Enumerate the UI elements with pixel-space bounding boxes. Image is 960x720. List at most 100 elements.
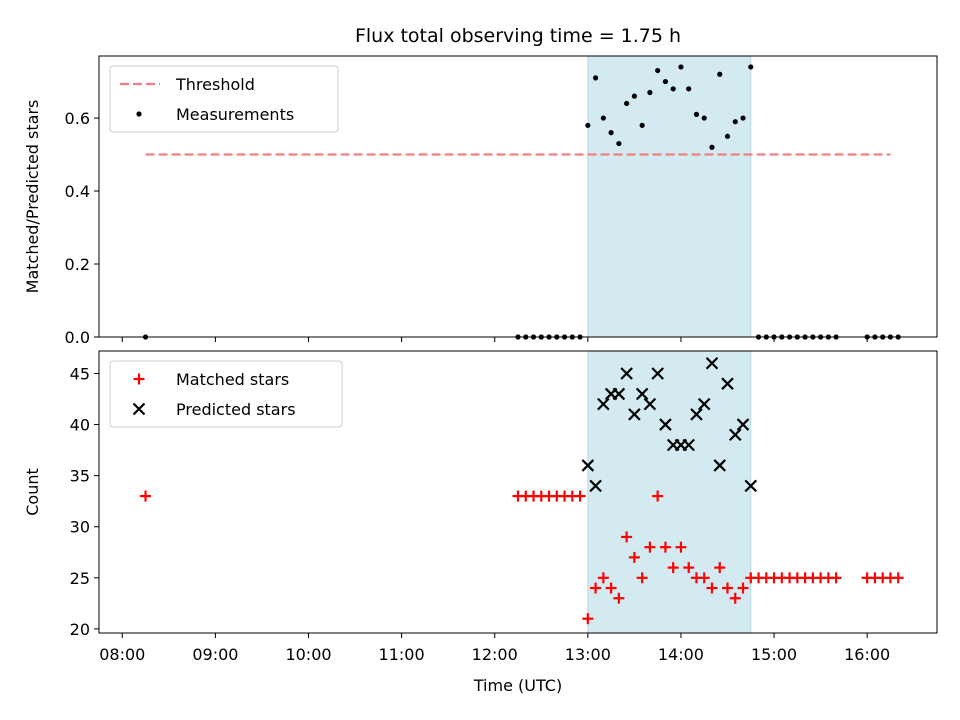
matched-star-point xyxy=(659,541,671,553)
legend-label: Matched stars xyxy=(176,370,289,389)
matched-star-point xyxy=(706,582,718,594)
predicted-star-point-stroke xyxy=(697,397,711,411)
matched-star-point xyxy=(140,490,152,502)
y-tick-label: 0.2 xyxy=(65,255,90,274)
predicted-star-point-stroke xyxy=(628,408,641,421)
x-tick-label: 16:00 xyxy=(844,645,890,664)
matched-star-point xyxy=(636,572,648,584)
legend-label: Threshold xyxy=(175,75,255,94)
x-tick-label: 12:00 xyxy=(472,645,518,664)
measurement-point xyxy=(624,100,630,107)
predicted-star-point-stroke xyxy=(690,408,703,421)
measurement-point xyxy=(732,119,738,125)
legend-box xyxy=(109,360,343,428)
matched-star-point xyxy=(621,531,633,543)
y-tick-label: 45 xyxy=(70,364,90,383)
y-tick-label: 40 xyxy=(70,416,90,435)
predicted-star-point xyxy=(728,428,742,442)
x-axis-ticks-top xyxy=(121,337,868,342)
matched-star-point xyxy=(729,592,741,604)
matched-star-point xyxy=(667,562,679,574)
matched-star-point xyxy=(582,613,594,625)
legend-count: Matched stars Predicted stars xyxy=(109,360,343,428)
matched-star-point xyxy=(628,551,640,563)
matched-star-point xyxy=(714,562,726,574)
y-axis-count: 20 25 30 35 40 45 xyxy=(70,364,99,639)
measurement-point xyxy=(678,64,684,70)
predicted-star-point xyxy=(581,459,595,472)
y-tick-label: 35 xyxy=(70,467,90,486)
measurement-point xyxy=(717,71,723,77)
predicted-star-point-stroke xyxy=(589,479,602,493)
y-tick-label: 25 xyxy=(70,569,90,588)
predicted-star-point xyxy=(651,367,664,380)
axes-frame-ratio xyxy=(98,55,938,338)
measurement-point xyxy=(662,78,669,85)
measurement-point xyxy=(748,64,754,70)
predicted-star-point xyxy=(597,397,610,411)
predicted-star-point xyxy=(744,479,758,493)
measurement-point xyxy=(701,115,707,121)
measurement-point xyxy=(709,144,715,150)
predicted-star-point-stroke xyxy=(581,459,595,472)
legend-label: Predicted stars xyxy=(176,400,296,419)
matched-star-point xyxy=(830,572,842,584)
measurement-point xyxy=(639,122,645,128)
predicted-star-point-stroke xyxy=(620,367,633,380)
predicted-star-point xyxy=(697,397,711,411)
predicted-star-point-stroke xyxy=(736,418,750,431)
measurement-point xyxy=(600,115,606,121)
measurement-point xyxy=(608,130,614,136)
matched-star-point xyxy=(590,582,602,594)
predicted-star-point xyxy=(612,387,626,401)
predicted-star-point-stroke xyxy=(597,397,610,411)
matched-star-point xyxy=(597,572,609,584)
predicted-star-point xyxy=(705,356,719,370)
matched-star-point xyxy=(675,541,687,553)
x-tick-label: 14:00 xyxy=(658,645,704,664)
panel-counts: 20 25 30 35 40 45 08:00 09:00 10:00 11:00 12:00 13… xyxy=(23,350,938,664)
legend-label: Measurements xyxy=(176,105,294,124)
predicted-star-point-stroke xyxy=(744,479,758,493)
observing-window-shade xyxy=(587,55,752,338)
predicted-star-point xyxy=(682,438,695,452)
y-tick-label: 30 xyxy=(70,518,90,537)
predicted-star-point xyxy=(713,459,727,472)
measurement-point xyxy=(655,67,661,74)
predicted-star-point xyxy=(620,367,633,380)
matched-star-point xyxy=(722,582,733,594)
matched-star-point xyxy=(605,582,617,594)
matched-star-point xyxy=(698,572,710,584)
chart-title: Flux total observing time = 1.75 h xyxy=(355,25,681,47)
predicted-star-point-stroke xyxy=(721,377,734,390)
measurement-point xyxy=(693,111,700,117)
measurement-point xyxy=(592,75,599,81)
matched-star-point xyxy=(613,592,625,604)
y-axis-ratio: 0.0 0.2 0.4 0.6 xyxy=(65,109,99,347)
x-tick-label: 09:00 xyxy=(192,645,238,664)
measurement-point xyxy=(647,89,653,96)
panel-ratio: 0.0 0.2 0.4 0.6 Matched/Predicted stars Thr… xyxy=(23,55,938,347)
predicted-star-point-stroke xyxy=(651,367,664,380)
measurement-point xyxy=(740,115,746,121)
axes-frame-count xyxy=(98,350,938,634)
predicted-star-point-stroke xyxy=(643,397,657,411)
legend-cross-swatch-stroke xyxy=(132,402,146,416)
measurement-point xyxy=(686,86,692,92)
predicted-star-point-stroke xyxy=(728,428,742,442)
x-axis-label: Time (UTC) xyxy=(473,676,562,695)
matched-star-point xyxy=(683,562,695,574)
legend-ratio: Threshold Measurements xyxy=(109,65,339,133)
x-tick-label: 10:00 xyxy=(285,645,331,664)
measurement-point xyxy=(585,122,591,128)
plot-area-count xyxy=(140,356,904,625)
predicted-star-point xyxy=(721,377,734,390)
predicted-star-point-stroke xyxy=(705,356,719,370)
predicted-star-point xyxy=(635,387,649,401)
legend-box xyxy=(109,65,339,133)
x-tick-label: 11:00 xyxy=(379,645,425,664)
legend-dot-swatch xyxy=(136,111,142,117)
predicted-star-point-stroke xyxy=(612,387,626,401)
matched-star-point xyxy=(644,541,656,553)
